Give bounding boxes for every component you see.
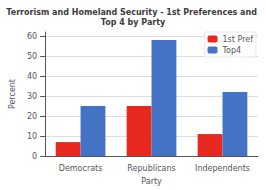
svg-text:Party: Party <box>141 177 162 186</box>
svg-text:Percent: Percent <box>8 79 17 109</box>
svg-text:40: 40 <box>27 72 37 81</box>
svg-text:1st Pref: 1st Pref <box>223 35 254 44</box>
svg-text:50: 50 <box>27 52 37 61</box>
svg-text:Top 4 by Party: Top 4 by Party <box>101 18 166 27</box>
svg-text:10: 10 <box>27 132 37 141</box>
svg-text:20: 20 <box>27 112 37 121</box>
svg-text:0: 0 <box>32 152 37 161</box>
svg-text:Terrorism and Homeland Securit: Terrorism and Homeland Security - 1st Pr… <box>6 8 259 17</box>
svg-text:Independents: Independents <box>195 164 250 173</box>
svg-text:Democrats: Democrats <box>59 164 103 173</box>
svg-text:60: 60 <box>27 32 37 41</box>
svg-text:Republicans: Republicans <box>127 164 175 173</box>
svg-text:30: 30 <box>27 92 37 101</box>
svg-text:Top4: Top4 <box>222 46 242 55</box>
